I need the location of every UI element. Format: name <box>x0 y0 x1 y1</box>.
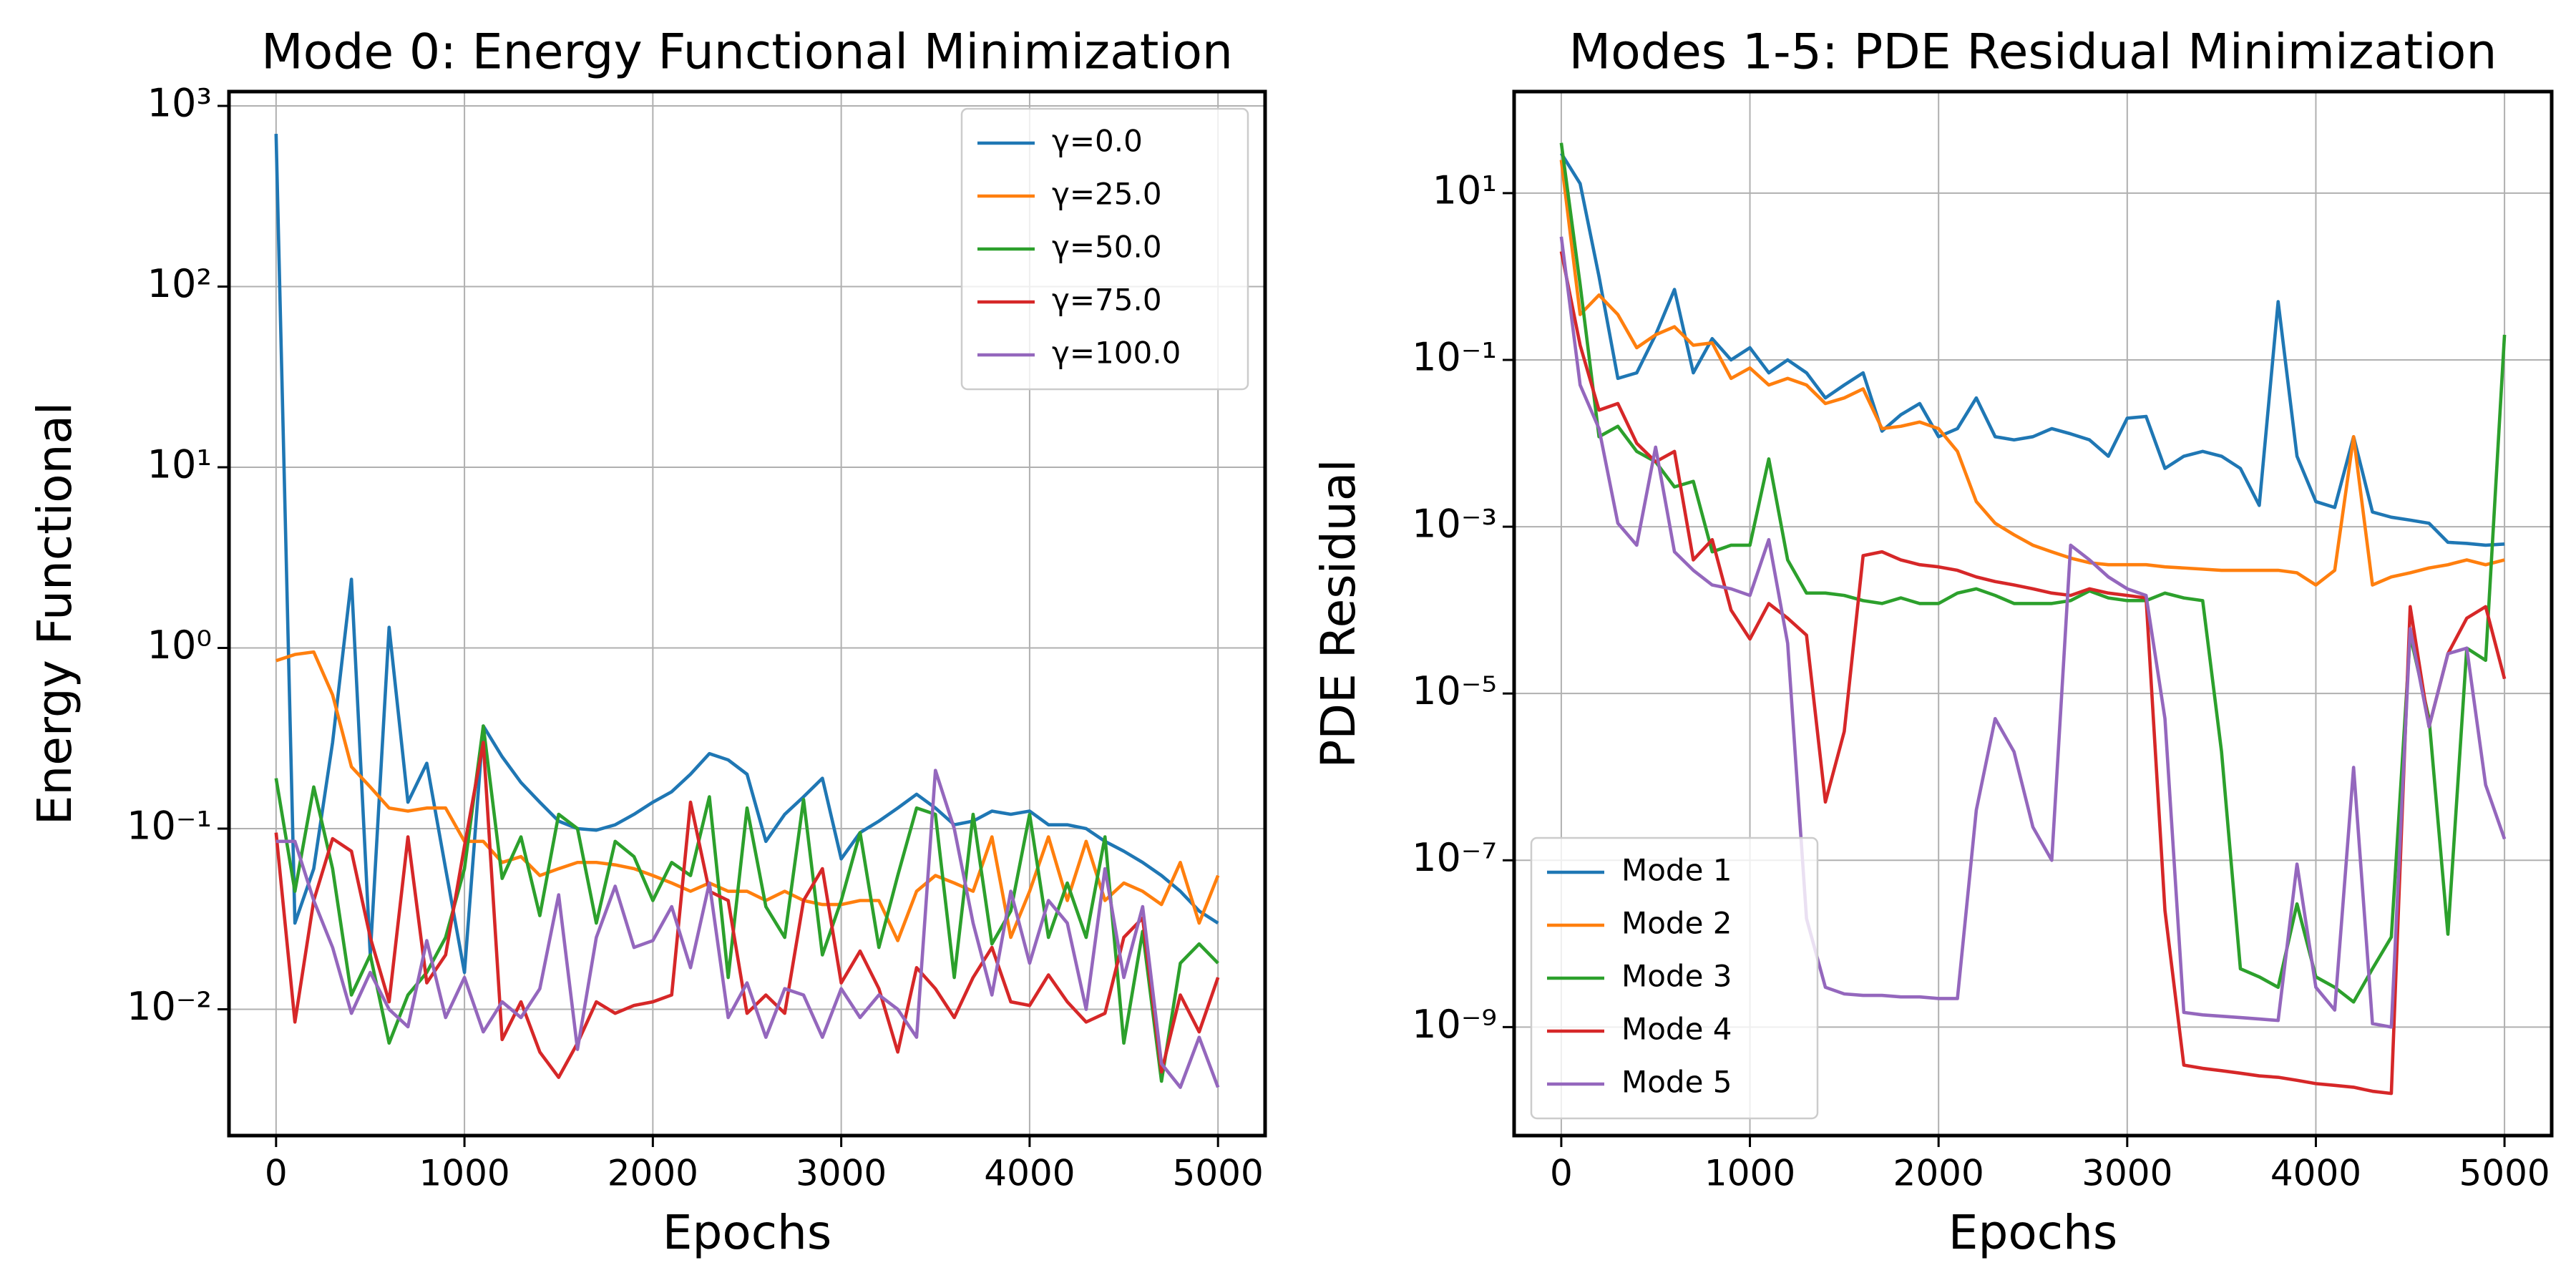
series-line <box>274 741 1220 1079</box>
legend-label: γ=25.0 <box>1052 177 1162 212</box>
x-tick-label: 3000 <box>796 1153 887 1194</box>
x-tick-label: 3000 <box>2082 1153 2172 1194</box>
y-tick-label: 10¹ <box>147 442 212 487</box>
legend-label: Mode 2 <box>1621 906 1732 941</box>
chart-title: Mode 0: Energy Functional Minimization <box>261 24 1233 81</box>
y-tick-label: 10⁻¹ <box>127 804 212 849</box>
x-tick-label: 0 <box>1550 1153 1573 1194</box>
series-line <box>1559 160 2505 587</box>
legend: Mode 1 Mode 2 Mode 3 Mode 4 Mode 5 <box>1530 836 1819 1120</box>
legend-label: Mode 5 <box>1621 1065 1732 1100</box>
y-tick-label: 10¹ <box>1433 168 1497 213</box>
x-tick-label: 5000 <box>2459 1153 2550 1194</box>
legend-label: Mode 4 <box>1621 1012 1732 1047</box>
series-line <box>275 769 1220 1089</box>
legend-label: γ=50.0 <box>1052 230 1162 265</box>
y-tick-label: 10⁰ <box>147 623 212 668</box>
legend-label: γ=100.0 <box>1052 336 1181 371</box>
y-tick-label: 10⁻⁹ <box>1412 1002 1497 1047</box>
legend-label: Mode 3 <box>1621 959 1732 994</box>
x-tick-label: 4000 <box>2270 1153 2361 1194</box>
series-line <box>1559 250 2507 1096</box>
x-tick-label: 4000 <box>984 1153 1075 1194</box>
y-tick-label: 10⁻¹ <box>1412 335 1497 380</box>
y-tick-label: 10⁻⁷ <box>1412 835 1497 880</box>
x-axis-label: Epochs <box>663 1205 831 1260</box>
x-tick-label: 1000 <box>419 1153 509 1194</box>
series-line <box>1559 236 2507 1029</box>
series-line <box>275 650 1220 942</box>
x-tick-label: 2000 <box>608 1153 698 1194</box>
y-tick-label: 10⁻² <box>127 984 212 1029</box>
axes-frame <box>227 89 1267 1138</box>
legend-box <box>960 107 1249 391</box>
y-tick-label: 10⁻⁵ <box>1412 668 1497 713</box>
y-tick-label: 10⁻³ <box>1412 502 1497 547</box>
y-tick-label: 10³ <box>147 81 212 126</box>
legend-label: γ=75.0 <box>1052 283 1162 318</box>
y-axis-label: PDE Residual <box>1311 459 1366 768</box>
series-line <box>1559 152 2505 547</box>
legend-box <box>1530 836 1819 1120</box>
series-line <box>1559 142 2507 1004</box>
y-tick-label: 10² <box>147 261 212 306</box>
x-tick-label: 0 <box>265 1153 288 1194</box>
legend: γ=0.0 γ=25.0 γ=50.0 γ=75.0 γ=100.0 <box>960 107 1249 391</box>
y-axis-label: Energy Functional <box>27 402 82 826</box>
axes-frame <box>1512 89 2554 1138</box>
x-tick-label: 5000 <box>1173 1153 1264 1194</box>
legend-label: γ=0.0 <box>1052 124 1143 159</box>
series-line <box>274 134 1219 975</box>
x-axis-label: Epochs <box>1948 1205 2117 1260</box>
chart-title: Modes 1-5: PDE Residual Minimization <box>1569 24 2497 81</box>
x-tick-label: 2000 <box>1893 1153 1984 1194</box>
legend-label: Mode 1 <box>1621 853 1732 888</box>
x-tick-label: 1000 <box>1704 1153 1795 1194</box>
